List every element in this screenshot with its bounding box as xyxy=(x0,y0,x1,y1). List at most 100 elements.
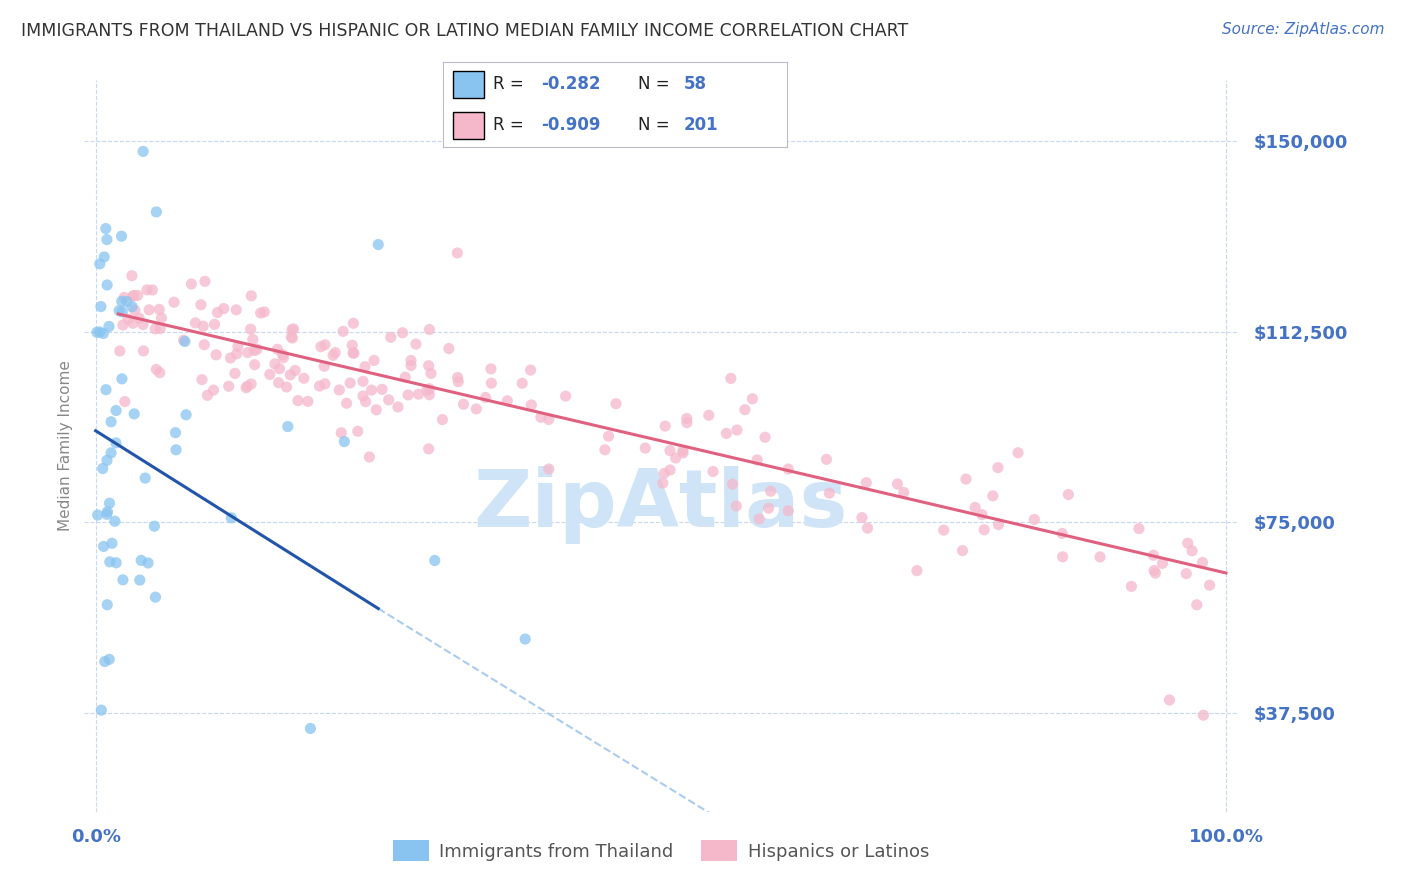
Point xyxy=(287,393,309,408)
Point xyxy=(697,409,720,423)
Point xyxy=(93,540,115,554)
Point xyxy=(352,374,374,388)
Point xyxy=(271,348,294,362)
Point xyxy=(1185,598,1208,612)
Point xyxy=(281,331,304,345)
Point xyxy=(129,553,152,567)
Point xyxy=(955,472,977,486)
Point xyxy=(759,484,782,499)
Point xyxy=(148,302,170,317)
Point xyxy=(394,370,416,384)
Point xyxy=(1052,549,1074,564)
Point xyxy=(93,250,115,264)
Point xyxy=(197,388,219,402)
Y-axis label: Median Family Income: Median Family Income xyxy=(58,360,73,532)
Point xyxy=(721,477,744,491)
Point xyxy=(354,359,377,374)
Point xyxy=(778,504,800,518)
Point xyxy=(149,321,172,335)
Point xyxy=(408,387,430,401)
Point xyxy=(432,412,454,426)
Point xyxy=(204,318,226,332)
Point xyxy=(292,371,315,385)
Text: 58: 58 xyxy=(685,76,707,94)
Point xyxy=(104,436,127,450)
Point xyxy=(280,330,302,344)
Point xyxy=(323,345,346,359)
Point xyxy=(1057,487,1080,501)
Point xyxy=(299,722,322,736)
Point xyxy=(1121,579,1143,593)
Point xyxy=(136,283,159,297)
Point xyxy=(1128,522,1150,536)
Point xyxy=(243,343,266,358)
Point xyxy=(193,337,215,351)
Point xyxy=(893,485,915,500)
Point xyxy=(117,312,139,326)
Point xyxy=(367,237,389,252)
Point xyxy=(360,383,382,397)
Point xyxy=(98,555,121,569)
Point xyxy=(100,415,122,429)
Point xyxy=(1024,512,1046,526)
Point xyxy=(510,376,533,391)
Text: IMMIGRANTS FROM THAILAND VS HISPANIC OR LATINO MEDIAN FAMILY INCOME CORRELATION : IMMIGRANTS FROM THAILAND VS HISPANIC OR … xyxy=(21,22,908,40)
Point xyxy=(672,446,695,460)
Point xyxy=(336,396,359,410)
Text: N =: N = xyxy=(637,116,675,134)
Point xyxy=(276,380,298,394)
Point xyxy=(654,419,676,434)
Point xyxy=(1159,693,1181,707)
Point xyxy=(474,391,496,405)
Point xyxy=(758,501,780,516)
Point xyxy=(453,397,475,411)
Point xyxy=(149,366,172,380)
Point xyxy=(111,305,134,319)
Point xyxy=(932,523,955,537)
Point xyxy=(418,359,440,373)
Point xyxy=(240,376,263,391)
Point xyxy=(243,358,266,372)
Point xyxy=(150,311,173,326)
Point xyxy=(122,316,145,330)
Point xyxy=(105,403,128,417)
Point xyxy=(283,322,305,336)
Point xyxy=(965,500,987,515)
Point xyxy=(163,295,186,310)
Point xyxy=(104,514,127,528)
Point xyxy=(108,303,131,318)
Point xyxy=(741,392,763,406)
Point xyxy=(112,290,135,304)
Point xyxy=(94,221,117,235)
Point xyxy=(136,556,159,570)
Point xyxy=(273,351,295,365)
Point xyxy=(89,325,111,339)
Point xyxy=(111,372,134,386)
Point xyxy=(89,257,111,271)
Point xyxy=(236,379,259,393)
Point xyxy=(138,302,160,317)
Point xyxy=(266,343,288,357)
Point xyxy=(105,556,128,570)
Point xyxy=(246,343,269,357)
Point xyxy=(405,337,427,351)
Point xyxy=(314,359,336,374)
Point xyxy=(748,512,770,526)
Point xyxy=(240,289,263,303)
Point xyxy=(94,655,117,669)
Point xyxy=(1191,556,1213,570)
Point xyxy=(267,376,290,390)
Point xyxy=(174,408,197,422)
Point xyxy=(1143,564,1166,578)
Point xyxy=(193,319,215,334)
Point xyxy=(98,652,121,666)
Point xyxy=(314,338,336,352)
Point xyxy=(236,345,259,359)
Point xyxy=(352,389,374,403)
Point xyxy=(342,316,364,330)
Point xyxy=(242,333,264,347)
Point xyxy=(447,375,470,389)
Point xyxy=(1192,708,1215,723)
Point xyxy=(396,388,419,402)
Point xyxy=(127,288,149,302)
